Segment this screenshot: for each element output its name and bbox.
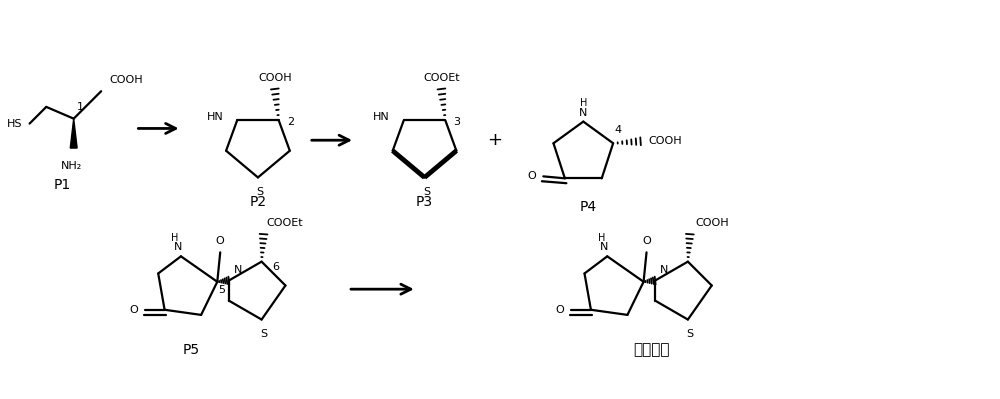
Text: +: + xyxy=(488,131,503,149)
Text: P5: P5 xyxy=(183,343,200,357)
Text: N: N xyxy=(600,243,609,253)
Text: COOH: COOH xyxy=(258,73,292,83)
Text: O: O xyxy=(216,235,225,245)
Text: 5: 5 xyxy=(219,284,226,294)
Text: 1: 1 xyxy=(77,102,84,112)
Text: COOH: COOH xyxy=(696,218,729,228)
Text: 2: 2 xyxy=(287,117,294,127)
Text: P4: P4 xyxy=(580,200,597,214)
Text: 3: 3 xyxy=(454,117,461,127)
Text: H: H xyxy=(171,233,179,243)
Text: COOEt: COOEt xyxy=(266,218,303,228)
Text: P1: P1 xyxy=(53,178,71,192)
Text: H: H xyxy=(598,233,605,243)
Text: N: N xyxy=(579,108,587,118)
Text: S: S xyxy=(423,187,430,197)
Text: COOH: COOH xyxy=(648,136,682,146)
Text: O: O xyxy=(556,305,564,315)
Text: P3: P3 xyxy=(416,195,433,209)
Text: N: N xyxy=(174,243,182,253)
Text: H: H xyxy=(580,98,587,108)
Text: HN: HN xyxy=(373,113,390,122)
Text: 匹多莫德: 匹多莫德 xyxy=(634,342,670,358)
Text: 4: 4 xyxy=(614,124,622,134)
Text: O: O xyxy=(528,171,536,182)
Text: O: O xyxy=(129,305,138,315)
Text: P2: P2 xyxy=(249,195,267,209)
Text: COOEt: COOEt xyxy=(423,73,460,83)
Text: N: N xyxy=(234,265,242,275)
Text: COOH: COOH xyxy=(109,75,143,85)
Text: S: S xyxy=(686,329,693,339)
Text: 6: 6 xyxy=(272,261,279,272)
Text: N: N xyxy=(660,265,668,275)
Text: S: S xyxy=(260,329,267,339)
Text: HS: HS xyxy=(7,119,23,128)
Text: S: S xyxy=(256,187,263,197)
Text: NH₂: NH₂ xyxy=(61,161,82,171)
Polygon shape xyxy=(70,119,77,148)
Text: HN: HN xyxy=(207,113,223,122)
Text: O: O xyxy=(642,235,651,245)
